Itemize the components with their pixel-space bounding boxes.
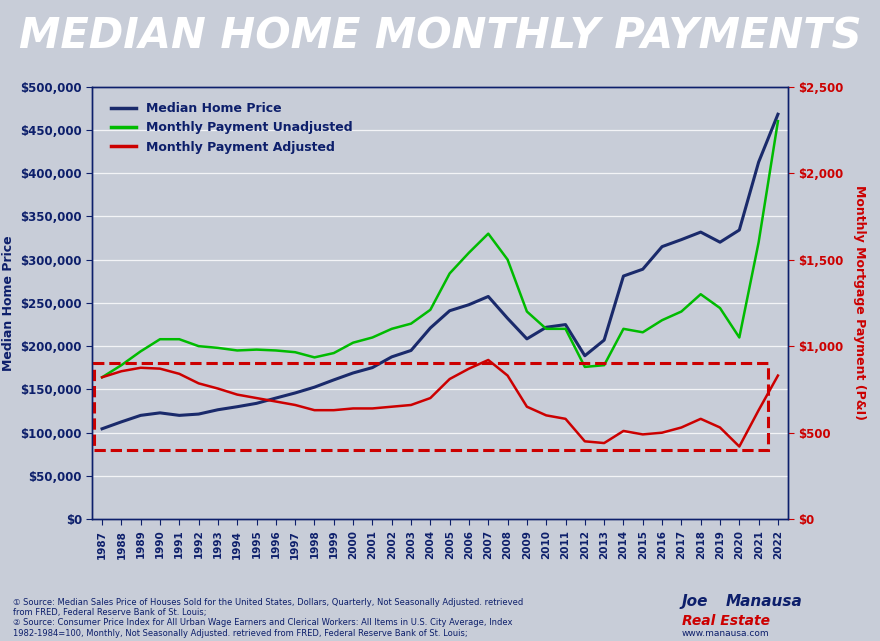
Bar: [94, 363, 768, 450]
Text: www.manausa.com: www.manausa.com: [682, 629, 770, 638]
Text: Joe: Joe: [682, 594, 708, 609]
Text: MEDIAN HOME MONTHLY PAYMENTS: MEDIAN HOME MONTHLY PAYMENTS: [18, 16, 862, 58]
Text: ① Source: Median Sales Price of Houses Sold for the United States, Dollars, Quar: ① Source: Median Sales Price of Houses S…: [13, 597, 524, 638]
Text: Manausa: Manausa: [726, 594, 803, 609]
Y-axis label: Median Home Price: Median Home Price: [2, 235, 15, 370]
Text: Real Estate: Real Estate: [682, 614, 770, 628]
Legend: Median Home Price, Monthly Payment Unadjusted, Monthly Payment Adjusted: Median Home Price, Monthly Payment Unadj…: [106, 97, 357, 158]
Y-axis label: Monthly Mortgage Payment (P&I): Monthly Mortgage Payment (P&I): [853, 185, 866, 420]
